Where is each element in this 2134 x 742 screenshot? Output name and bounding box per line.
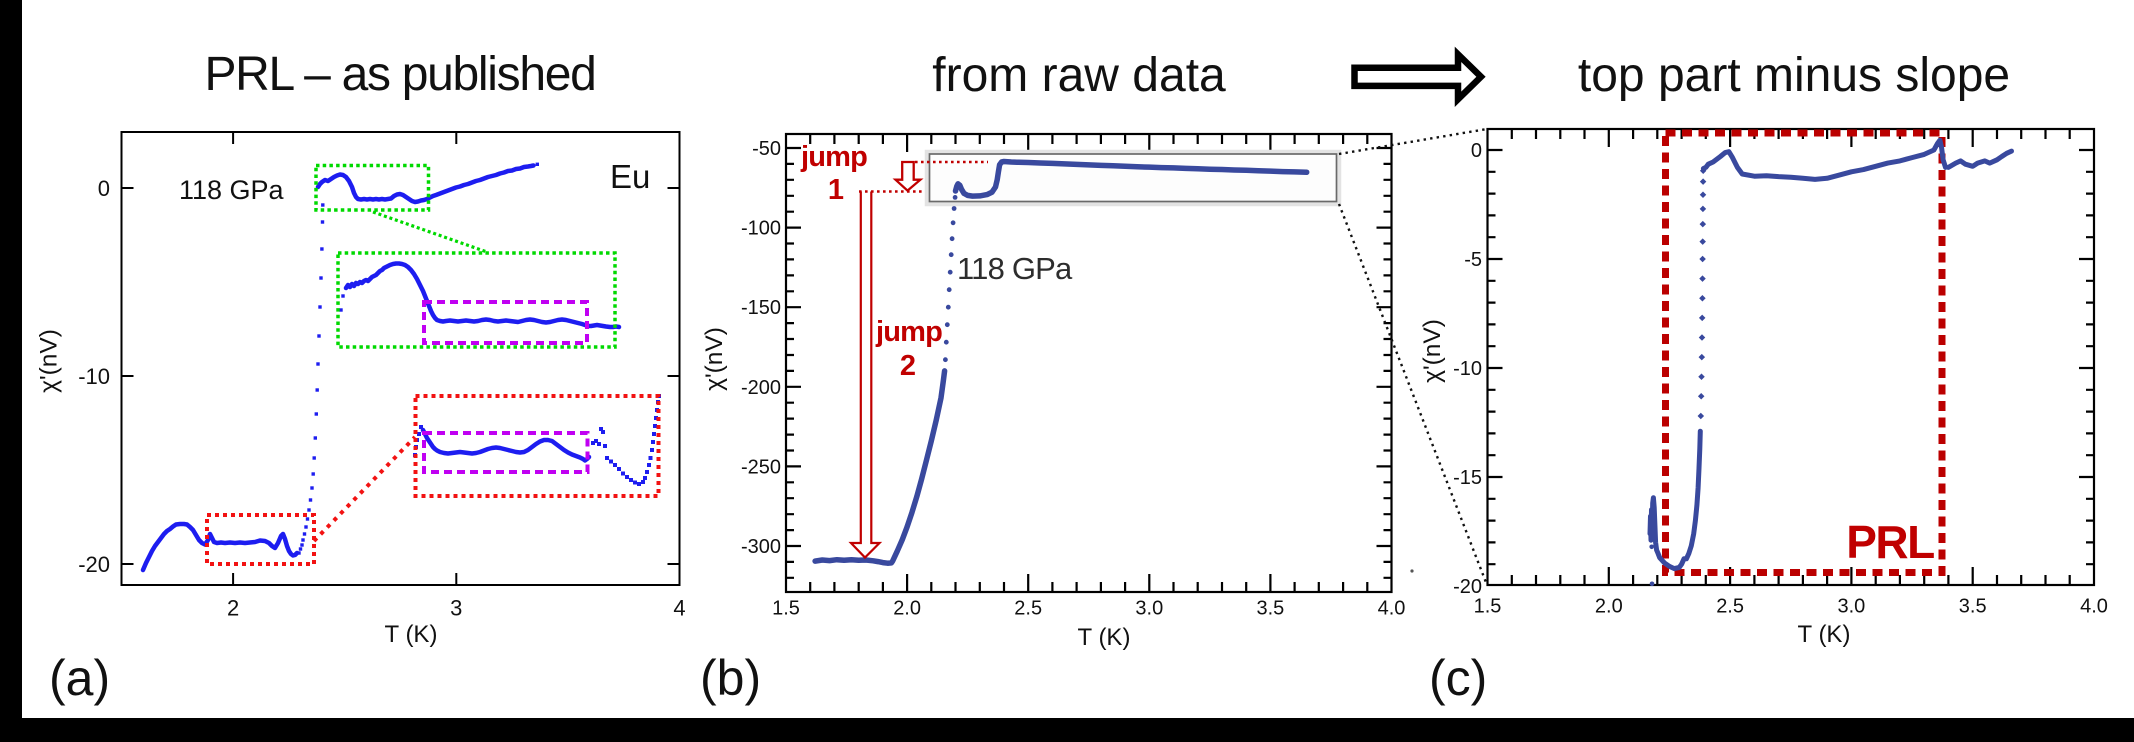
svg-text:3: 3 bbox=[450, 596, 462, 621]
svg-text:-15: -15 bbox=[1453, 467, 1482, 489]
svg-text:from raw data: from raw data bbox=[932, 49, 1226, 102]
svg-text:χ'(nV): χ'(nV) bbox=[36, 329, 63, 393]
svg-text:-300: -300 bbox=[741, 536, 781, 558]
svg-text:(a): (a) bbox=[49, 650, 110, 706]
svg-text:1.5: 1.5 bbox=[1474, 596, 1502, 618]
svg-text:3.5: 3.5 bbox=[1959, 596, 1987, 618]
svg-text:-200: -200 bbox=[741, 377, 781, 399]
svg-text:jump: jump bbox=[800, 141, 867, 173]
svg-text:4.0: 4.0 bbox=[1378, 598, 1406, 620]
svg-text:0: 0 bbox=[1471, 140, 1482, 162]
svg-text:3.0: 3.0 bbox=[1135, 598, 1163, 620]
svg-text:2.0: 2.0 bbox=[1595, 596, 1623, 618]
svg-text:T (K): T (K) bbox=[1798, 621, 1851, 648]
svg-text:2: 2 bbox=[227, 596, 239, 621]
svg-text:1.5: 1.5 bbox=[772, 598, 800, 620]
svg-text:1: 1 bbox=[828, 174, 844, 206]
svg-text:2.5: 2.5 bbox=[1014, 598, 1042, 620]
svg-text:T (K): T (K) bbox=[385, 621, 438, 648]
svg-text:-50: -50 bbox=[752, 138, 781, 160]
svg-text:χ'(nV): χ'(nV) bbox=[701, 327, 728, 391]
svg-text:Eu: Eu bbox=[610, 158, 650, 195]
svg-text:PRL: PRL bbox=[1846, 516, 1934, 568]
svg-text:T (K): T (K) bbox=[1078, 624, 1131, 651]
svg-text:PRL – as published: PRL – as published bbox=[204, 48, 595, 101]
svg-text:-5: -5 bbox=[1464, 249, 1482, 271]
svg-text:3.5: 3.5 bbox=[1256, 598, 1284, 620]
svg-text:top part minus slope: top part minus slope bbox=[1578, 49, 2010, 102]
svg-text:-100: -100 bbox=[741, 218, 781, 240]
svg-text:3.0: 3.0 bbox=[1837, 596, 1865, 618]
svg-text:-150: -150 bbox=[741, 297, 781, 319]
svg-text:118 GPa: 118 GPa bbox=[179, 175, 285, 205]
svg-text:2.0: 2.0 bbox=[893, 598, 921, 620]
svg-text:118 GPa: 118 GPa bbox=[957, 251, 1073, 286]
svg-text:(b): (b) bbox=[700, 650, 761, 706]
svg-text:2.5: 2.5 bbox=[1716, 596, 1744, 618]
svg-text:χ'(nV): χ'(nV) bbox=[1419, 319, 1446, 383]
svg-text:2: 2 bbox=[900, 350, 916, 382]
svg-text:0: 0 bbox=[98, 176, 110, 201]
svg-text:-250: -250 bbox=[741, 456, 781, 478]
svg-text:4.0: 4.0 bbox=[2080, 596, 2108, 618]
svg-text:(c): (c) bbox=[1429, 650, 1487, 706]
svg-text:-20: -20 bbox=[78, 552, 110, 577]
svg-text:4: 4 bbox=[673, 596, 685, 621]
svg-text:-10: -10 bbox=[78, 364, 110, 389]
svg-text:-20: -20 bbox=[1453, 576, 1482, 598]
svg-text:jump: jump bbox=[875, 316, 942, 348]
svg-text:-10: -10 bbox=[1453, 358, 1482, 380]
